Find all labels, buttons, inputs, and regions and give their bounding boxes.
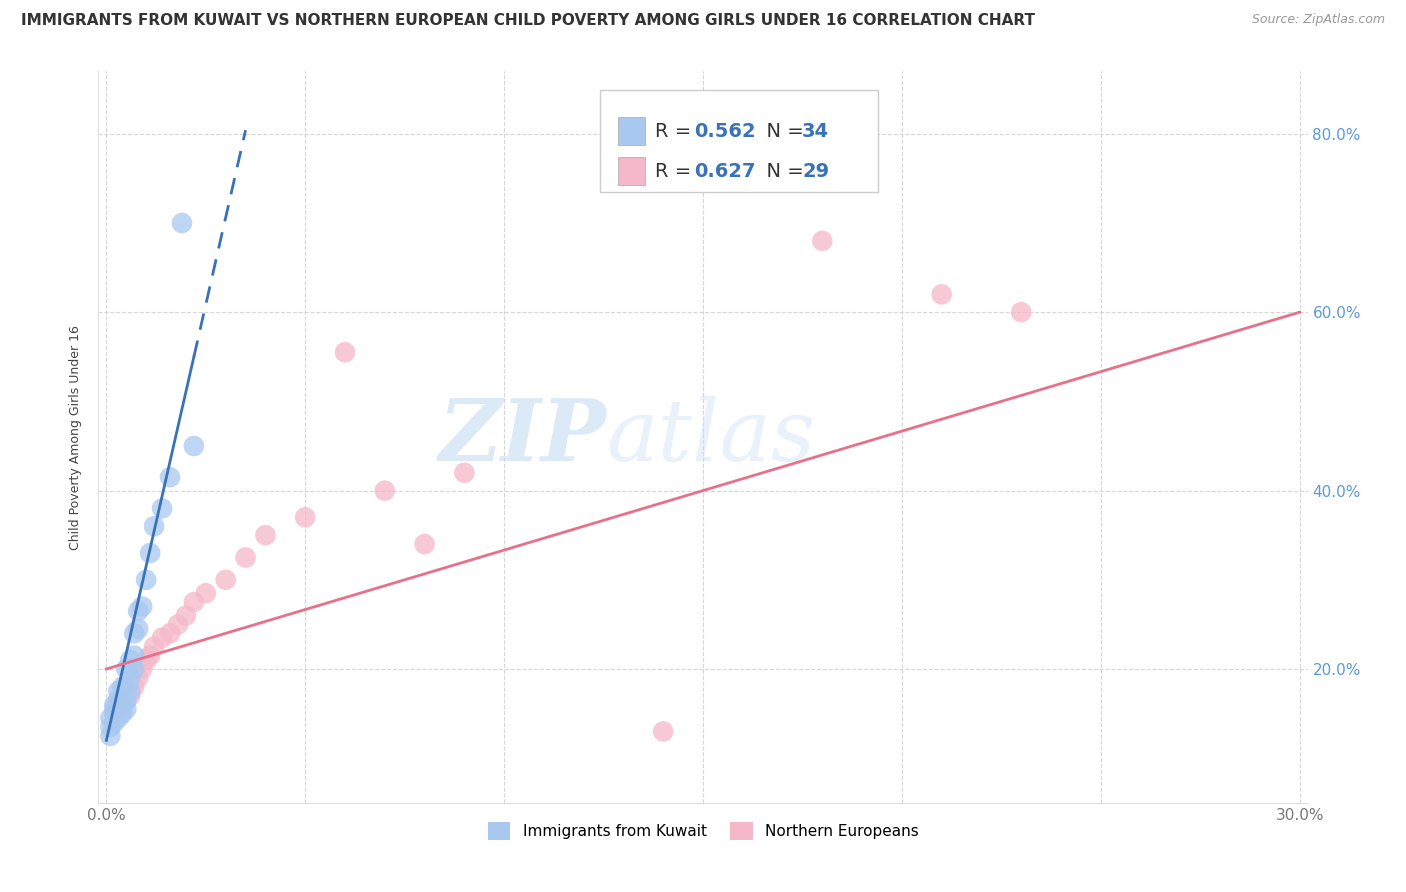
Text: atlas: atlas <box>606 396 815 478</box>
Point <box>107 693 129 707</box>
Point <box>111 680 134 694</box>
Point <box>254 528 277 542</box>
Text: Source: ZipAtlas.com: Source: ZipAtlas.com <box>1251 13 1385 27</box>
Point <box>135 653 157 667</box>
Point <box>122 662 145 676</box>
Text: R =: R = <box>655 122 697 141</box>
Point <box>111 706 134 721</box>
Point <box>453 466 475 480</box>
Point <box>103 698 125 712</box>
Point <box>122 648 145 663</box>
Point <box>103 706 125 721</box>
Point <box>131 662 153 676</box>
Point <box>98 729 121 743</box>
Point <box>103 715 125 730</box>
Point <box>167 617 190 632</box>
Point <box>183 595 205 609</box>
Point <box>170 216 193 230</box>
Point <box>159 470 181 484</box>
Point <box>183 439 205 453</box>
Point <box>107 711 129 725</box>
Point <box>103 706 125 721</box>
FancyBboxPatch shape <box>600 90 879 192</box>
Point <box>139 546 162 560</box>
Legend: Immigrants from Kuwait, Northern Europeans: Immigrants from Kuwait, Northern Europea… <box>481 815 925 847</box>
Text: IMMIGRANTS FROM KUWAIT VS NORTHERN EUROPEAN CHILD POVERTY AMONG GIRLS UNDER 16 C: IMMIGRANTS FROM KUWAIT VS NORTHERN EUROP… <box>21 13 1035 29</box>
Point <box>107 698 129 712</box>
Point <box>931 287 953 301</box>
Point <box>127 622 149 636</box>
Text: R =: R = <box>655 161 697 181</box>
Point <box>333 345 356 359</box>
Text: N =: N = <box>754 122 810 141</box>
Point <box>139 648 162 663</box>
Point <box>115 702 138 716</box>
Point <box>131 599 153 614</box>
Point <box>107 684 129 698</box>
Point <box>120 689 142 703</box>
Point <box>120 653 142 667</box>
Point <box>122 680 145 694</box>
Point <box>811 234 834 248</box>
Point <box>174 608 197 623</box>
Text: N =: N = <box>754 161 810 181</box>
Point <box>159 626 181 640</box>
Point <box>1010 305 1032 319</box>
Point <box>103 702 125 716</box>
Point <box>115 693 138 707</box>
Point <box>115 662 138 676</box>
Point <box>115 693 138 707</box>
Point <box>294 510 316 524</box>
Text: 29: 29 <box>803 161 830 181</box>
Point <box>652 724 675 739</box>
Point <box>111 702 134 716</box>
Point <box>127 671 149 685</box>
Point <box>413 537 436 551</box>
Text: 34: 34 <box>803 122 830 141</box>
Text: ZIP: ZIP <box>439 395 606 479</box>
Point <box>150 501 173 516</box>
Point <box>127 604 149 618</box>
Point <box>374 483 396 498</box>
Point <box>143 519 166 533</box>
FancyBboxPatch shape <box>619 157 645 186</box>
Point <box>135 573 157 587</box>
Y-axis label: Child Poverty Among Girls Under 16: Child Poverty Among Girls Under 16 <box>69 325 83 549</box>
Point <box>194 586 217 600</box>
Point <box>122 626 145 640</box>
Point <box>115 680 138 694</box>
Text: 0.562: 0.562 <box>695 122 756 141</box>
Point <box>107 702 129 716</box>
Text: 0.627: 0.627 <box>695 161 756 181</box>
FancyBboxPatch shape <box>619 118 645 145</box>
Point <box>98 720 121 734</box>
Point <box>143 640 166 654</box>
Point <box>111 698 134 712</box>
Point <box>235 550 257 565</box>
Point <box>98 711 121 725</box>
Point <box>150 631 173 645</box>
Point <box>215 573 238 587</box>
Point <box>120 671 142 685</box>
Point <box>120 684 142 698</box>
